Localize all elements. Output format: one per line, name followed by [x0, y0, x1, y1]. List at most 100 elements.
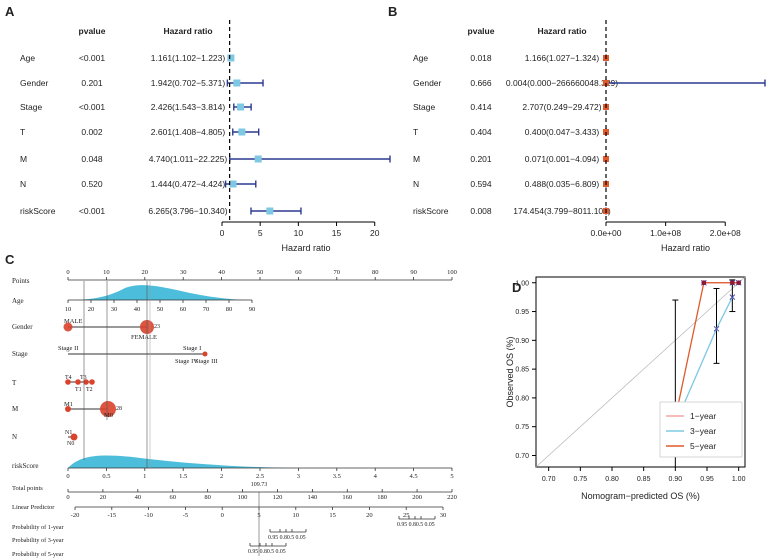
t-top-label-0: T4 — [65, 375, 72, 381]
linear-tick-label-2: -10 — [144, 512, 153, 519]
row-label-gender: Gender — [20, 78, 49, 88]
t-bottom-label-1: T2 — [86, 387, 93, 393]
age-tick-label-7: 80 — [226, 306, 233, 313]
t-marker-3 — [89, 379, 95, 385]
hr-point-age — [227, 54, 235, 62]
gender-value: 23 — [154, 324, 160, 330]
x-tick-label-6: 1.00 — [732, 476, 746, 483]
row-hr-age: 1.166(1.027−1.324) — [525, 53, 600, 63]
y-tick-label-6: 1.00 — [515, 280, 529, 287]
row-label-t: T — [20, 127, 25, 137]
points-tick-label-6: 60 — [295, 269, 302, 276]
row-hr-n: 1.444(0.472−4.424) — [151, 179, 226, 189]
risk-tick-label-4: 2 — [220, 473, 223, 480]
x-tick-label-1: 5 — [258, 228, 263, 238]
series-2-point-3 — [736, 280, 742, 286]
row-pvalue-age: 0.018 — [470, 53, 492, 63]
row-hr-stage: 2.426(1.543−3.814) — [151, 102, 226, 112]
total-tick-label-9: 180 — [377, 494, 387, 501]
row-pvalue-riskscore: <0.001 — [79, 206, 106, 216]
row-label-stage: Stage — [20, 102, 42, 112]
forest-plot-b: pvalue Hazard ratio Age 0.018 1.166(1.027−1.… — [413, 20, 766, 253]
m-value: 28 — [116, 406, 122, 412]
linear-tick-label-3: -5 — [183, 512, 188, 519]
row-pvalue-stage: 0.414 — [470, 102, 492, 112]
risk-tick-label-9: 4.5 — [410, 473, 418, 480]
t-marker-2 — [83, 379, 89, 385]
risk-tick-label-3: 1.5 — [179, 473, 187, 480]
row-label-gender: Gender — [413, 78, 442, 88]
row-label-age: Age — [12, 297, 24, 305]
x-tick-label-0: 0 — [220, 228, 225, 238]
x-tick-label-2: 10 — [294, 228, 304, 238]
header-pvalue: pvalue — [79, 26, 106, 36]
age-density — [68, 285, 252, 300]
legend-label-0: 1−year — [690, 411, 716, 421]
points-tick-label-2: 20 — [142, 269, 149, 276]
row-label-points: Points — [12, 277, 30, 285]
age-tick-label-6: 70 — [203, 306, 210, 313]
forest-plot-a: pvalue Hazard ratio Age <0.001 1.161(1.102−1… — [20, 20, 391, 253]
row-pvalue-stage: <0.001 — [79, 102, 106, 112]
series-1-point-2 — [729, 294, 736, 301]
row-hr-t: 0.400(0.047−3.433) — [525, 127, 600, 137]
row-label-stage: Stage — [413, 102, 435, 112]
row-pvalue-m: 0.048 — [81, 154, 103, 164]
prob5-tick-labels: 0.95 0.80.5 0.05 — [248, 549, 286, 555]
stage-right-top-label: Stage I — [183, 345, 201, 352]
x-tick-label-4: 0.90 — [669, 476, 683, 483]
row-hr-m: 4.740(1.011−22.225) — [149, 154, 228, 164]
y-tick-label-0: 0.70 — [515, 453, 529, 460]
x-axis-title: Nomogram−predicted OS (%) — [581, 491, 700, 501]
points-tick-label-7: 70 — [334, 269, 341, 276]
risk-tick-label-7: 3.5 — [333, 473, 341, 480]
stage-right-mid-label: Stage III — [195, 358, 218, 365]
row-label-riskscore: riskScore — [12, 462, 38, 470]
m-right-label: M0 — [104, 412, 113, 419]
series-1-point-1 — [713, 325, 720, 332]
row-label-t: T — [413, 127, 418, 137]
legend-box — [659, 401, 743, 458]
gender-right-label: FEMALE — [131, 334, 157, 341]
row-label-gender: Gender — [12, 323, 33, 331]
row-pvalue-gender: 0.666 — [470, 78, 492, 88]
header-pvalue: pvalue — [468, 26, 495, 36]
linear-tick-label-10: 30 — [440, 512, 447, 519]
n-bottom-label: N0 — [67, 441, 74, 447]
row-pvalue-m: 0.201 — [470, 154, 492, 164]
header-hazard-ratio: Hazard ratio — [537, 26, 586, 36]
age-tick-label-4: 50 — [157, 306, 164, 313]
row-hr-stage: 2.707(0.249−29.472) — [522, 102, 601, 112]
stage-marker — [202, 351, 208, 357]
points-tick-label-3: 30 — [180, 269, 187, 276]
row-label-stage: Stage — [12, 350, 28, 358]
points-tick-label-8: 80 — [372, 269, 379, 276]
linear-tick-label-6: 10 — [293, 512, 300, 519]
legend-label-1: 3−year — [690, 426, 716, 436]
x-tick-label-3: 0.85 — [637, 476, 651, 483]
panel-label-b: B — [388, 4, 397, 19]
m-right-marker — [100, 401, 116, 417]
row-hr-age: 1.161(1.102−1.223) — [151, 53, 226, 63]
y-tick-label-1: 0.75 — [515, 424, 529, 431]
row-pvalue-n: 0.594 — [470, 179, 492, 189]
y-tick-label-2: 0.80 — [515, 395, 529, 402]
total-value: 109.73 — [251, 482, 268, 488]
linear-tick-label-7: 15 — [329, 512, 336, 519]
total-tick-label-10: 200 — [412, 494, 422, 501]
t-top-label-1: T3 — [80, 375, 87, 381]
x-tick-label-5: 0.95 — [700, 476, 714, 483]
risk-tick-label-5: 2.5 — [256, 473, 264, 480]
risk-density — [68, 455, 290, 468]
row-pvalue-t: 0.002 — [81, 127, 103, 137]
row-label-prob5: Probability of 5-year — [12, 551, 64, 558]
hr-point-gender — [233, 79, 241, 87]
y-axis-title: Observed OS (%) — [505, 336, 515, 407]
row-label-age: Age — [20, 53, 35, 63]
row-pvalue-riskscore: 0.008 — [470, 206, 492, 216]
y-tick-label-4: 0.90 — [515, 338, 529, 345]
points-tick-label-9: 90 — [410, 269, 417, 276]
m-left-label: M1 — [64, 401, 73, 408]
row-label-n: N — [413, 179, 419, 189]
